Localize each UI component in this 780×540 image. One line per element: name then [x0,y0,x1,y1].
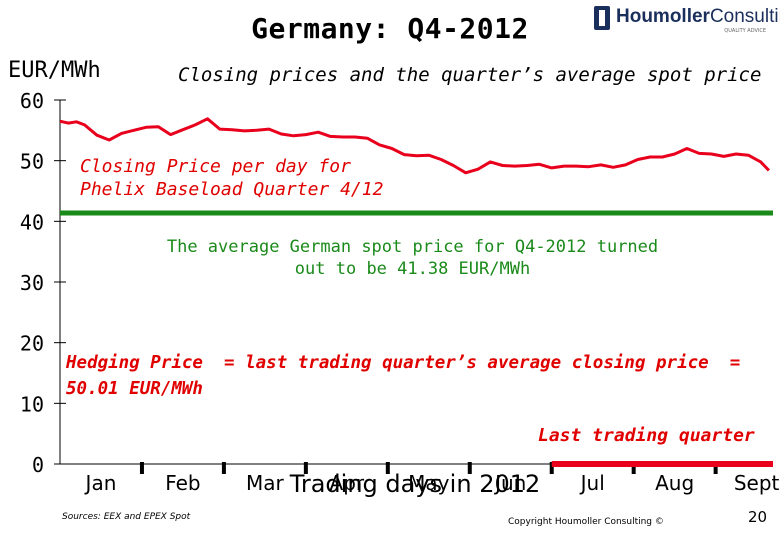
copyright-note: Copyright Houmoller Consulting © [508,517,664,527]
x-tick-label: Jul [579,471,605,495]
page-number: 20 [748,508,768,526]
x-tick-label: Feb [165,471,200,495]
y-tick-label: 0 [32,453,44,477]
hedging-price-annotation: Hedging Price = last trading quarter’s a… [66,353,762,399]
y-tick-label: 10 [20,392,44,416]
logo-tagline: QUALITY ADVICE [724,28,766,34]
x-tick-label: May [408,471,450,495]
x-axis-title: Trading days in 2012 [0,470,780,498]
x-axis-title-text: Trading days in 2012 [289,470,541,498]
last-trading-quarter-annotation: Last trading quarter [538,425,755,446]
x-tick-label: Aug [655,471,694,495]
closing-price-annotation: Closing Price per day for Phelix Baseloa… [80,156,384,200]
y-tick-label: 30 [20,271,44,295]
logo-name-bold: Houmoller [616,6,710,27]
closing-price-series-line [59,117,770,175]
y-axis-unit-label: EUR/MWh [8,58,101,83]
logo-mark-icon [594,6,610,30]
y-tick-label: 50 [20,150,44,174]
y-tick-label: 40 [20,210,44,234]
page-title: Germany: Q4-2012 [251,12,529,45]
x-tick-label: Apr [330,471,365,495]
spot-average-annotation: The average German spot price for Q4-201… [160,236,665,280]
x-tick-label: Sept [734,471,780,495]
chart-subtitle: Closing prices and the quarter’s average… [178,64,762,86]
source-note: Sources: EEX and EPEX Spot [62,512,191,522]
x-tick-label: Jan [84,471,117,495]
y-tick-label: 60 [20,89,44,113]
logo-name-regular: Consulting [709,6,780,27]
y-tick-label: 20 [20,332,44,356]
x-tick-label: Mar [246,471,285,495]
x-tick-label: Jun [493,471,526,495]
